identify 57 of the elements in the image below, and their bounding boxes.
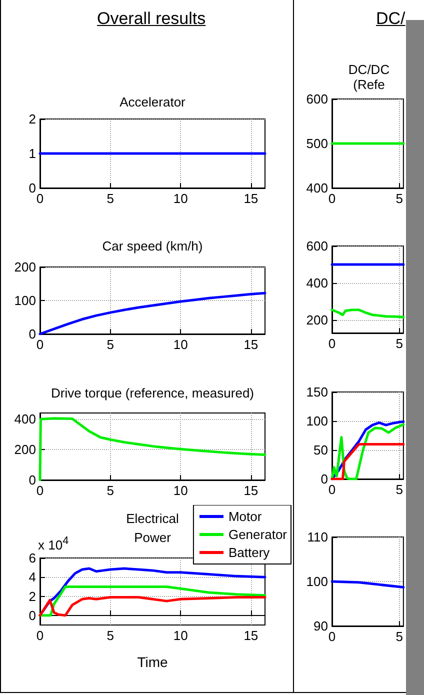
legend-label: Generator [228, 527, 288, 542]
y-tick-label: 150 [306, 384, 328, 400]
y-tick-label: 200 [14, 260, 36, 274]
y-tick-label: 50 [314, 442, 328, 458]
y-tick-label: 2 [28, 588, 36, 604]
x-tick-label: 10 [173, 483, 188, 498]
x-tick-label: 15 [244, 337, 258, 352]
y-tick-label: 200 [14, 442, 36, 458]
y-tick-label: 4 [28, 570, 36, 585]
chart-title: Accelerator [120, 94, 186, 110]
y-tick-label: 0 [28, 608, 36, 623]
x-tick-label: 10 [173, 191, 188, 206]
text: x 10$^{4}$ [38, 535, 70, 552]
y-tick-label: 500 [306, 136, 328, 151]
text: Overall results [97, 9, 206, 29]
y-tick-label: 6 [28, 550, 36, 566]
chart-title: DC/DC (Refe [348, 62, 390, 92]
y-tick-label: 400 [306, 276, 328, 291]
x-tick-label: 10 [173, 628, 188, 643]
x-tick-label: 5 [396, 191, 403, 206]
legend-label: Motor [228, 509, 262, 524]
y-tick-label: 90 [314, 618, 328, 634]
x-tick-label: 5 [106, 191, 114, 206]
y-tick-label: 110 [307, 530, 328, 544]
y-tick-label: 600 [306, 92, 328, 106]
y-tick-label: 2 [28, 112, 36, 126]
x-tick-label: 5 [106, 483, 114, 498]
y-tick-label: 100 [306, 574, 328, 589]
line-series [38, 596, 266, 617]
text: DC/ [376, 9, 406, 29]
y-tick-label: 400 [14, 412, 36, 427]
y-tick-label: 200 [306, 312, 328, 328]
y-tick-label: 0 [28, 326, 36, 342]
chart-title: Car speed (km/h) [102, 238, 203, 254]
y-tick-label: 1 [28, 146, 36, 161]
y-tick-label: 0 [320, 472, 328, 486]
y-tick-label: 0 [28, 472, 36, 488]
line-series [38, 585, 266, 617]
x-axis-title: Time [137, 654, 168, 670]
y-tick-label: 100 [14, 293, 36, 308]
line-series [330, 308, 405, 319]
y-tick-label: 600 [306, 238, 328, 254]
x-tick-label: 15 [244, 483, 258, 498]
x-tick-label: 15 [244, 191, 258, 206]
x-tick-label: 15 [244, 628, 258, 643]
x-tick-label: 5 [106, 628, 114, 643]
y-tick-label: 0 [28, 180, 36, 196]
x-tick-label: 10 [173, 337, 188, 352]
chart-title: Electrical Power [126, 511, 179, 545]
x-tick-label: 5 [396, 629, 403, 644]
x-tick-label: 5 [106, 337, 114, 352]
chart-title: Drive torque (reference, measured) [50, 386, 254, 400]
y-tick-label: 100 [306, 414, 328, 428]
legend-label: Battery [228, 545, 270, 560]
y-tick-label: 400 [306, 180, 328, 196]
x-tick-label: 5 [396, 482, 403, 497]
x-tick-label: 5 [396, 336, 403, 351]
